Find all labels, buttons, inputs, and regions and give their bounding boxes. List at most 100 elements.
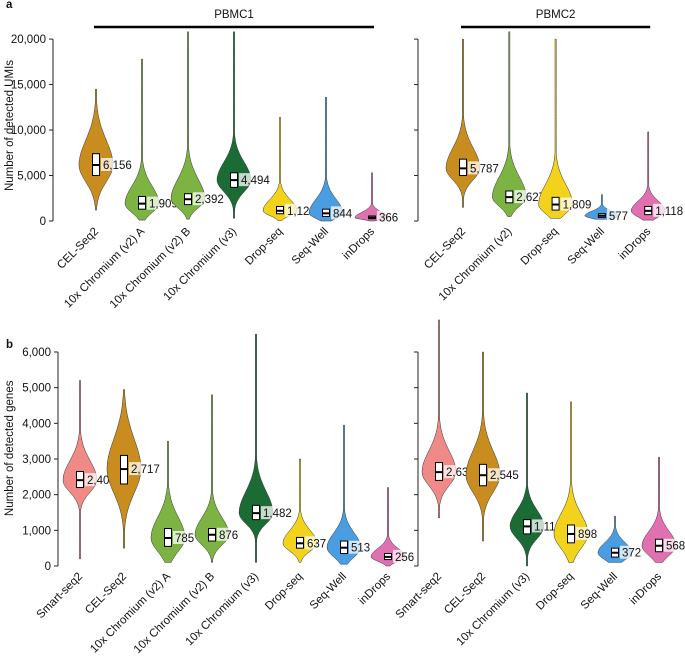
- violin: [354, 172, 390, 222]
- violin: [641, 456, 677, 563]
- value-label-bg: [217, 527, 241, 541]
- violin: [216, 31, 252, 219]
- value-label: 1,118: [655, 206, 683, 218]
- y-tick-label: 6,000: [22, 347, 51, 359]
- x-tick-label: 10x Chromium (v3): [183, 571, 261, 649]
- x-tick-label: CEL-Seq2: [55, 226, 101, 272]
- x-tick-label: 10x Chromium (v2) A: [88, 570, 173, 655]
- y-tick-label: 15,000: [11, 80, 46, 92]
- violin: [538, 38, 573, 219]
- value-label-bg: [101, 158, 134, 172]
- violin: [421, 319, 457, 519]
- value-label-bg: [653, 203, 685, 217]
- value-label-bg: [606, 208, 631, 222]
- y-tick-label: 0: [45, 561, 51, 573]
- panel-title: PBMC2: [536, 9, 576, 21]
- x-tick-label: 10x Chromium (v2) A: [62, 225, 147, 310]
- violin: [553, 401, 589, 563]
- x-tick-label: Drop-seq: [263, 571, 305, 613]
- y-tick-label: 2,000: [22, 490, 51, 502]
- violin: [62, 380, 98, 560]
- value-label: 366: [379, 213, 398, 225]
- value-label: 568: [666, 541, 685, 553]
- value-label: 2,545: [490, 470, 519, 482]
- x-tick-label: inDrops: [357, 570, 394, 607]
- violin: [78, 88, 114, 211]
- panel-title: PBMC1: [214, 9, 254, 21]
- value-label: 513: [351, 543, 370, 555]
- y-tick-label: 5,000: [22, 383, 51, 395]
- value-label: 372: [622, 548, 641, 560]
- violin: [194, 394, 230, 563]
- value-label-bg: [173, 531, 197, 545]
- x-tick-label: 10x Chromium (v2) B: [132, 570, 218, 656]
- x-tick-label: Smart-seq2: [35, 571, 86, 622]
- violin: [492, 31, 527, 217]
- value-label-bg: [239, 173, 272, 187]
- y-axis-label: Number of detected UMIs: [4, 60, 16, 191]
- y-axis-label: Number of detected genes: [4, 380, 16, 516]
- panel-label: a: [6, 0, 13, 11]
- value-label: 1,482: [263, 508, 292, 520]
- violin: [262, 117, 298, 221]
- x-tick-label: Seq-Well: [579, 571, 620, 612]
- value-label: 785: [175, 533, 194, 545]
- x-tick-label: CEL-Seq2: [442, 571, 488, 617]
- violin: [170, 31, 206, 220]
- x-tick-label: Drop-seq: [243, 226, 285, 268]
- value-label-bg: [560, 197, 594, 211]
- violin: [465, 351, 501, 542]
- box: [459, 158, 467, 177]
- violin: [326, 424, 362, 565]
- value-label: 256: [395, 552, 414, 564]
- value-label-bg: [488, 468, 521, 482]
- x-tick-label: Seq-Well: [290, 226, 331, 267]
- x-tick-label: CEL-Seq2: [83, 571, 129, 617]
- value-label: 898: [578, 529, 597, 541]
- value-label-bg: [377, 210, 401, 224]
- y-tick-label: 10,000: [11, 125, 46, 137]
- value-label-bg: [468, 161, 501, 175]
- value-label: 5,787: [470, 163, 499, 175]
- value-label-bg: [129, 462, 162, 476]
- y-tick-label: 0: [40, 216, 46, 228]
- value-label: 2,627: [516, 192, 545, 204]
- value-label-bg: [393, 549, 417, 563]
- value-label: 1,909: [149, 199, 178, 211]
- violin: [445, 38, 481, 208]
- violin: [370, 487, 406, 567]
- value-label-bg: [331, 206, 355, 220]
- x-tick-label: Smart-seq2: [394, 571, 445, 622]
- violin: [308, 97, 344, 222]
- value-label: 2,717: [131, 464, 160, 476]
- x-tick-label: inDrops: [628, 570, 665, 607]
- x-tick-label: CEL-Seq2: [422, 226, 468, 272]
- value-label: 577: [609, 211, 628, 223]
- value-label: 6,156: [103, 160, 132, 172]
- x-tick-label: inDrops: [617, 225, 654, 262]
- y-tick-label: 3,000: [22, 454, 51, 466]
- value-label: 4,494: [241, 175, 270, 187]
- x-tick-label: Seq-Well: [566, 226, 607, 267]
- violin: [630, 131, 666, 221]
- violin: [124, 58, 160, 221]
- value-label: 876: [219, 530, 238, 542]
- y-tick-label: 4,000: [22, 418, 51, 430]
- violin: [238, 333, 274, 563]
- y-tick-label: 20,000: [11, 34, 46, 46]
- panel-label: b: [6, 339, 13, 351]
- x-tick-label: Drop-seq: [519, 226, 561, 268]
- value-label: 844: [333, 208, 353, 220]
- value-label-bg: [349, 540, 373, 554]
- value-label: 1,120: [287, 206, 316, 218]
- value-label-bg: [261, 506, 294, 520]
- x-tick-label: 10x Chromium (v3): [454, 571, 532, 649]
- value-label-bg: [305, 536, 329, 550]
- value-label-bg: [664, 538, 685, 552]
- x-tick-label: Drop-seq: [534, 571, 576, 613]
- value-label-bg: [193, 192, 226, 206]
- y-tick-label: 5,000: [17, 171, 46, 183]
- x-tick-label: inDrops: [341, 225, 378, 262]
- value-label: 637: [307, 538, 326, 550]
